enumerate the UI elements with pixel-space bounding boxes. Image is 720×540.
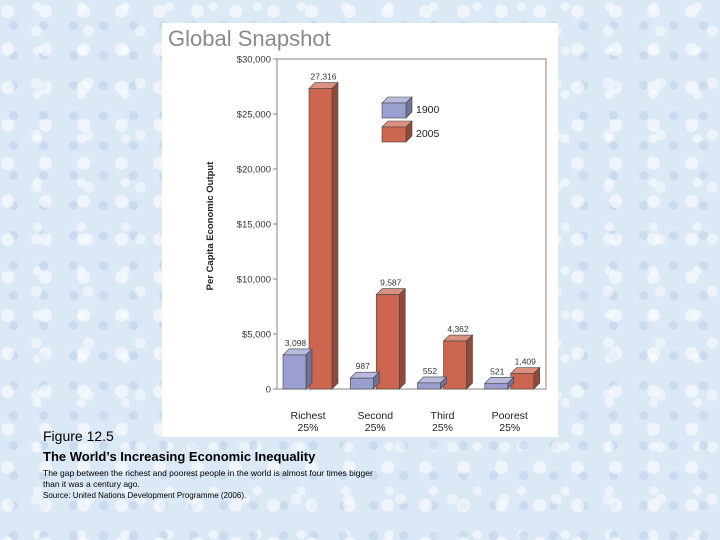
- y-tick-label: $30,000: [237, 55, 271, 66]
- y-tick-label: 0: [266, 385, 271, 396]
- chart-panel: Global Snapshot Per Capita Economic Outp…: [162, 23, 558, 437]
- category-label: Third: [431, 410, 455, 422]
- bar-2005-second: [375, 287, 406, 390]
- y-axis-label: Per Capita Economic Output: [205, 161, 216, 291]
- category-share-label: 25%: [432, 422, 453, 434]
- data-label-2005: 1,409: [515, 357, 537, 367]
- figure-title: The World’s Increasing Economic Inequali…: [43, 449, 316, 464]
- bar-2005-poorest: [510, 366, 541, 390]
- y-tick-label: $25,000: [237, 110, 271, 121]
- legend-label-2005: 2005: [416, 128, 440, 140]
- legend-swatch-2005: [381, 120, 413, 143]
- bar-1900-richest: [282, 348, 313, 390]
- bar-1900-poorest: [484, 376, 515, 390]
- bar-1900-second: [349, 371, 380, 390]
- y-tick-label: $20,000: [237, 165, 271, 176]
- y-axis-ticks: $30,000 $25,000 $20,000 $15,000 $10,000 $5,00…: [237, 55, 277, 396]
- chart-title: Global Snapshot: [168, 26, 331, 51]
- data-label-1900: 521: [490, 366, 504, 376]
- legend-swatch-1900: [381, 96, 413, 119]
- y-tick-label: $10,000: [237, 275, 271, 286]
- category-share-label: 25%: [499, 422, 520, 434]
- category-share-label: 25%: [297, 422, 318, 434]
- bar-2005-third: [442, 334, 474, 390]
- y-tick-label: $15,000: [237, 220, 271, 231]
- figure-caption: Figure 12.5 The World’s Increasing Econo…: [43, 428, 373, 500]
- data-label-2005: 27,316: [311, 72, 337, 82]
- bar-chart: Global Snapshot Per Capita Economic Outp…: [168, 26, 547, 434]
- figure-source: Source: United Nations Development Progr…: [43, 491, 247, 500]
- data-labels: 3,098 27,316 987 9,587 552 4,362 521 1,409: [285, 72, 536, 377]
- data-label-2005: 4,362: [447, 324, 469, 334]
- data-label-1900: 987: [356, 361, 370, 371]
- bar-1900-third: [416, 376, 448, 390]
- data-label-1900: 552: [423, 366, 437, 376]
- legend-label-1900: 1900: [416, 104, 440, 116]
- category-label: Poorest: [492, 410, 528, 422]
- data-label-2005: 9,587: [380, 278, 402, 288]
- figure-number: Figure 12.5: [43, 428, 114, 444]
- figure-description: The gap between the richest and poorest …: [43, 468, 373, 489]
- bar-2005-richest: [308, 81, 339, 390]
- category-share-label: 25%: [365, 422, 386, 434]
- legend: 1900 2005: [381, 96, 440, 143]
- category-label: Richest: [290, 410, 325, 422]
- category-label: Second: [357, 410, 393, 422]
- data-label-1900: 3,098: [285, 338, 307, 348]
- y-tick-label: $5,000: [242, 330, 271, 341]
- bars: [282, 81, 541, 390]
